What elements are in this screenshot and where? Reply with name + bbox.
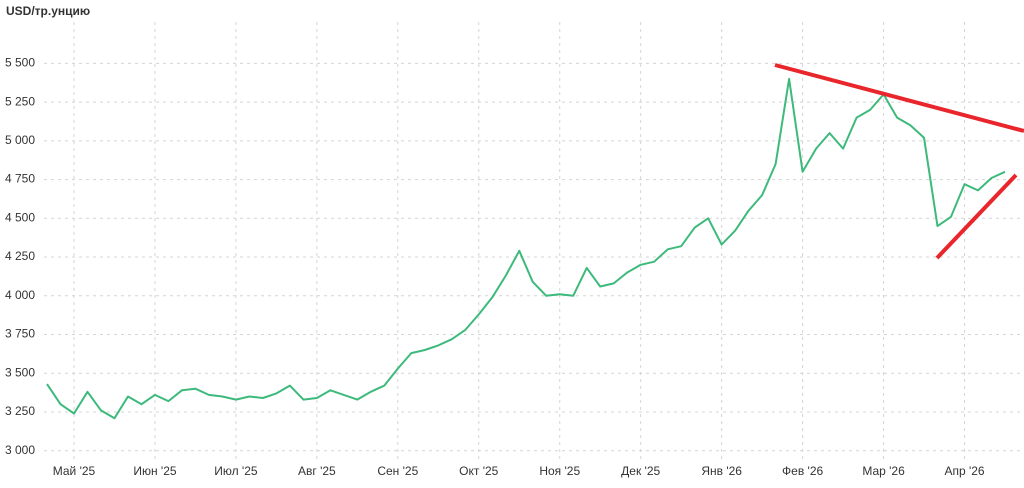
x-tick-label: Мар '26 <box>862 464 905 478</box>
y-tick-label: 3 000 <box>5 443 35 457</box>
x-tick-label: Май '25 <box>53 464 96 478</box>
x-tick-label: Окт '25 <box>459 464 499 478</box>
x-tick-label: Июн '25 <box>133 464 177 478</box>
x-tick-label: Янв '26 <box>701 464 742 478</box>
x-tick-label: Фев '26 <box>782 464 823 478</box>
x-tick-label: Июл '25 <box>214 464 258 478</box>
price-line <box>46 77 1006 420</box>
y-tick-label: 3 750 <box>5 327 35 341</box>
x-tick-label: Апр '26 <box>944 464 984 478</box>
x-tick-label: Сен '25 <box>377 464 418 478</box>
y-tick-label: 5 500 <box>5 56 35 70</box>
trend-line-lower <box>935 173 1018 260</box>
y-tick-label: 3 250 <box>5 404 35 418</box>
y-tick-label: 5 250 <box>5 94 35 108</box>
y-tick-label: 4 500 <box>5 210 35 224</box>
x-tick-label: Авг '25 <box>298 464 336 478</box>
y-tick-label: 4 000 <box>5 288 35 302</box>
y-axis-label: USD/тр.унцию <box>6 4 90 18</box>
y-tick-label: 4 250 <box>5 249 35 263</box>
y-tick-label: 3 500 <box>5 365 35 379</box>
y-tick-label: 4 750 <box>5 172 35 186</box>
trend-line-upper <box>774 63 1024 133</box>
x-tick-label: Дек '25 <box>621 464 660 478</box>
plot: 3 000 3 250 3 500 3 750 4 000 4 250 4 500 4 750… <box>5 22 1024 478</box>
y-tick-label: 5 000 <box>5 133 35 147</box>
x-tick-label: Ноя '25 <box>539 464 580 478</box>
